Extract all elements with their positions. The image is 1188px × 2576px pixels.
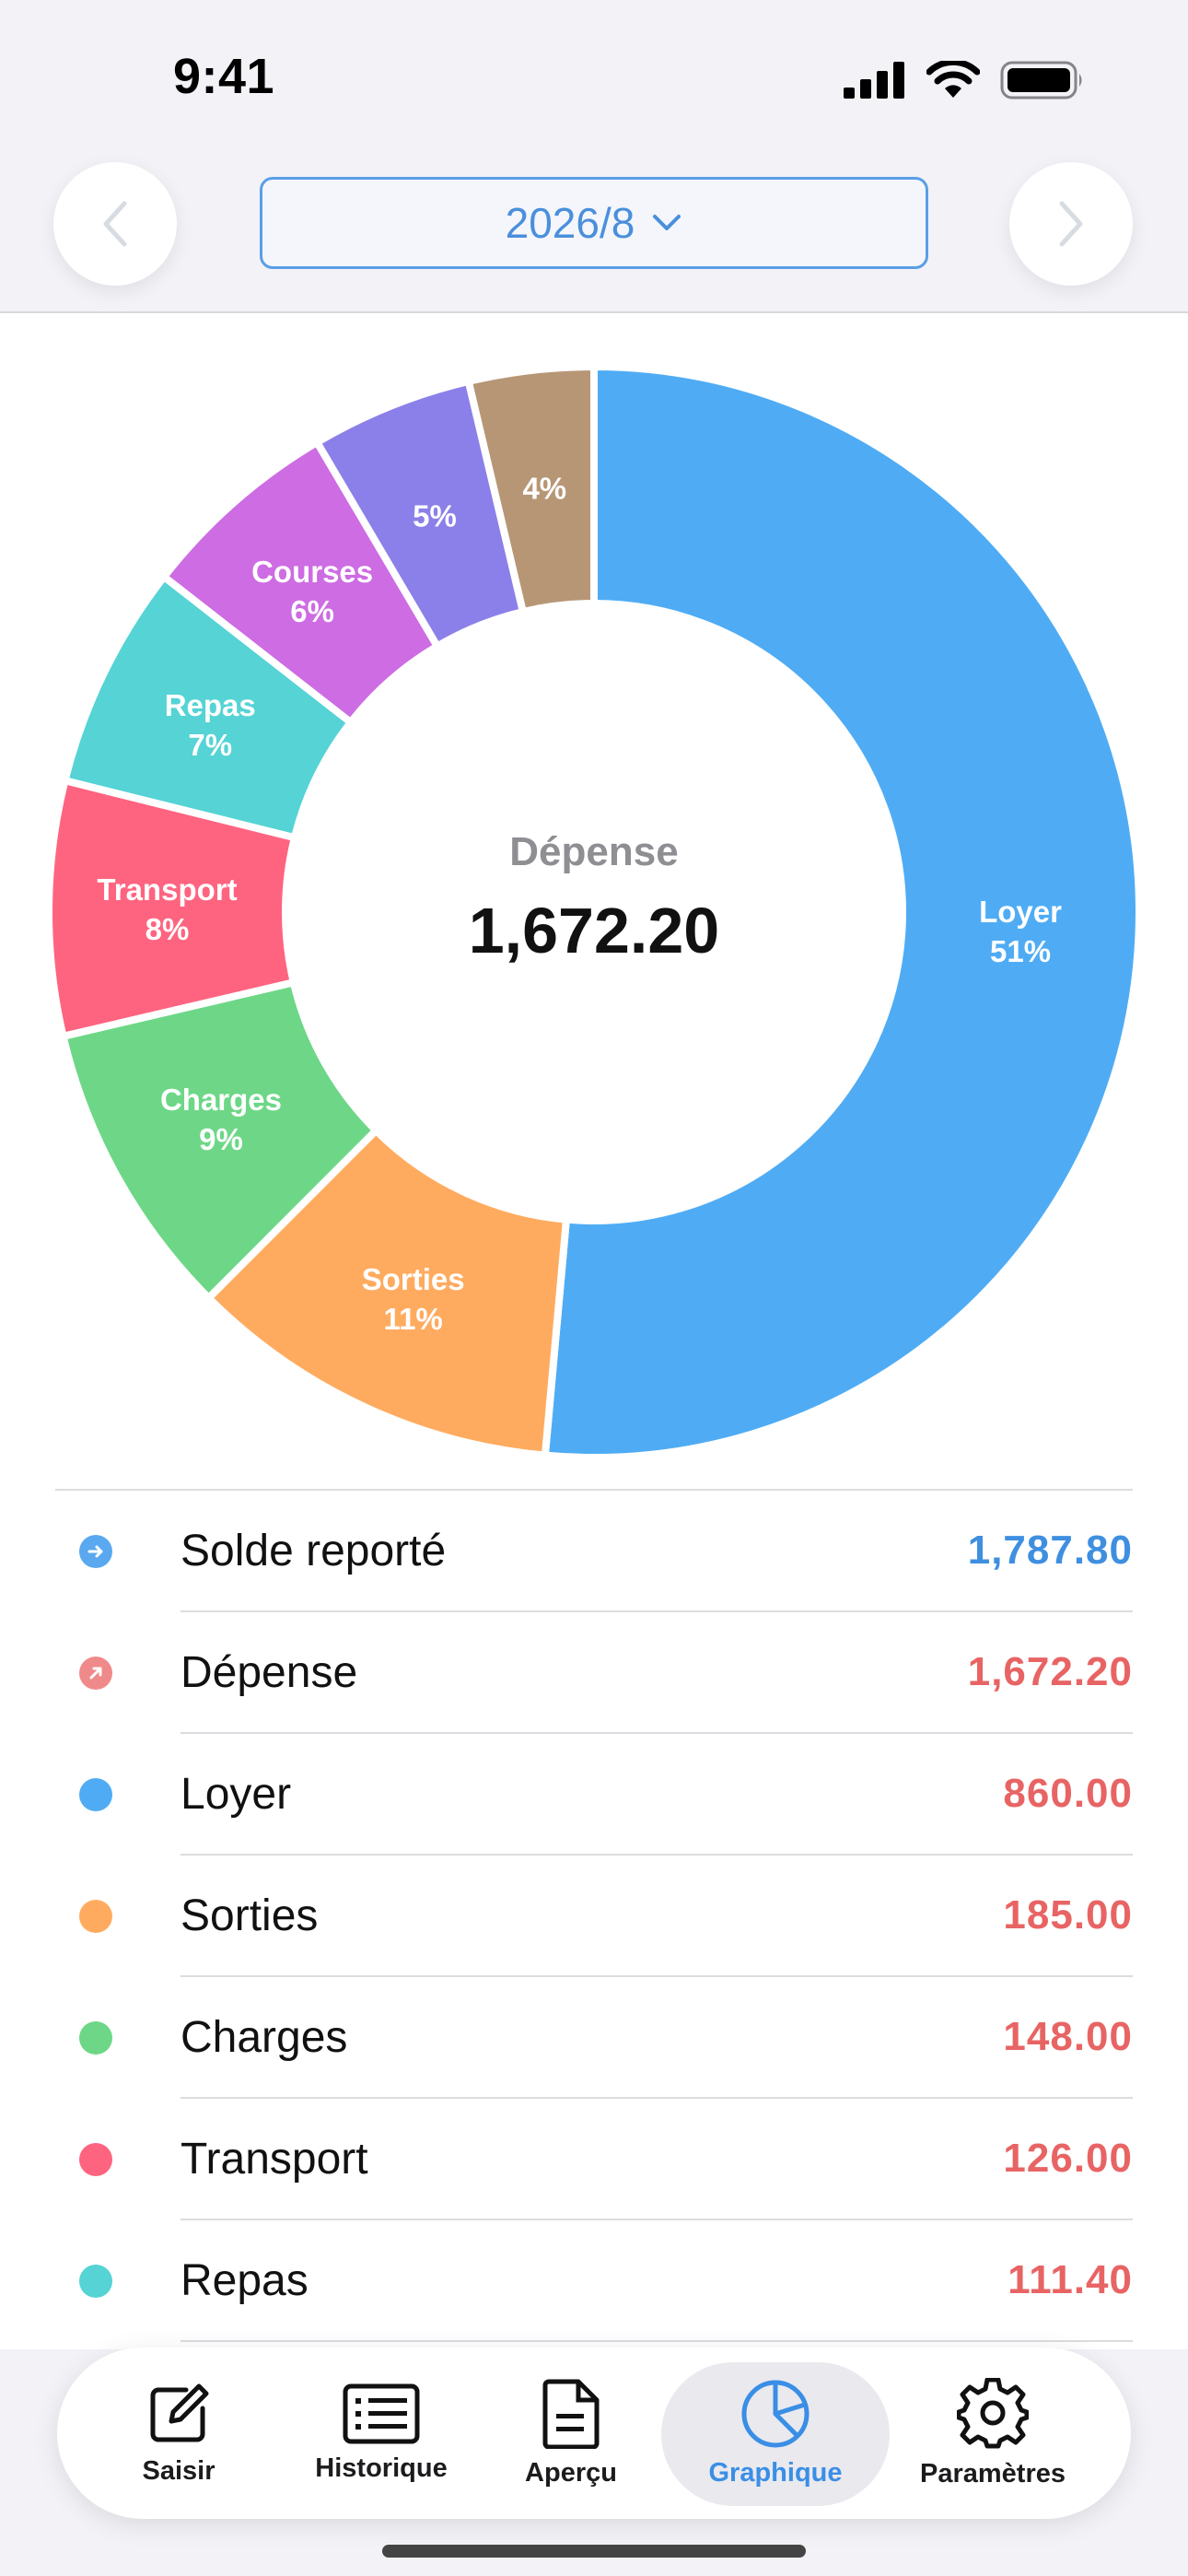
next-month-button[interactable] <box>1009 162 1133 286</box>
row-label: Solde reporté <box>181 1527 447 1575</box>
month-selector[interactable]: 2026/8 <box>260 177 928 269</box>
divider <box>181 2097 1133 2099</box>
battery-icon <box>1000 61 1082 100</box>
divider <box>181 1854 1133 1856</box>
slice-name: Charges <box>159 1083 283 1118</box>
row-label: Dépense <box>181 1648 358 1697</box>
month-label: 2026/8 <box>505 199 635 247</box>
list-icon <box>343 2383 420 2443</box>
divider <box>181 1732 1133 1734</box>
row-amount: 1,672.20 <box>967 1649 1133 1694</box>
tab-label: Aperçu <box>525 2457 617 2488</box>
divider <box>181 2340 1133 2342</box>
donut-slice-label: Loyer 51% <box>979 892 1062 971</box>
divider <box>55 1489 1133 1491</box>
row-label: Loyer <box>181 1770 292 1819</box>
wifi-icon <box>926 61 980 98</box>
donut-slice-label: Repas 7% <box>165 685 256 765</box>
tab-apercu[interactable]: Aperçu <box>497 2348 645 2519</box>
top-bar: 9:41 2026/8 <box>0 0 1188 313</box>
slice-percentage: 5% <box>413 498 457 533</box>
edit-icon <box>150 2383 209 2441</box>
donut-slice-label: 5% <box>413 496 457 535</box>
expense-donut-chart <box>0 315 1188 1458</box>
slice-name: Courses <box>251 554 374 589</box>
row-label: Transport <box>181 2135 368 2184</box>
tab-label: Historique <box>315 2453 448 2483</box>
status-icons <box>844 57 1085 103</box>
donut-svg <box>45 363 1144 1458</box>
tab-parametres[interactable]: Paramètres <box>901 2348 1085 2519</box>
row-amount: 111.40 <box>1007 2257 1133 2302</box>
summary-row-loyer[interactable]: Loyer 860.00 <box>0 1734 1188 1856</box>
tab-saisir[interactable]: Saisir <box>105 2348 252 2519</box>
slice-name: Repas <box>164 688 256 723</box>
row-label: Charges <box>181 2013 348 2062</box>
summary-row-transport[interactable]: Transport 126.00 <box>0 2099 1188 2220</box>
row-amount: 185.00 <box>1003 1892 1133 1938</box>
arrow-right-icon <box>79 1535 112 1568</box>
donut-slice-label: Sorties 11% <box>362 1259 465 1339</box>
cellular-signal-icon <box>844 62 904 99</box>
previous-month-button[interactable] <box>53 162 177 286</box>
document-icon <box>542 2379 600 2449</box>
tab-label: Saisir <box>142 2455 215 2486</box>
category-color-dot <box>79 1778 112 1811</box>
tab-label: Paramètres <box>920 2458 1066 2488</box>
category-color-dot <box>79 2021 112 2055</box>
divider <box>181 2219 1133 2220</box>
pie-chart-icon <box>741 2380 809 2447</box>
summary-row-sorties[interactable]: Sorties 185.00 <box>0 1856 1188 1977</box>
slice-percentage: 51% <box>990 933 1052 968</box>
slice-percentage: 6% <box>290 593 334 628</box>
donut-center-value: 1,672.20 <box>468 895 720 966</box>
summary-row-repas[interactable]: Repas 111.40 <box>0 2220 1188 2342</box>
row-label: Repas <box>181 2256 309 2305</box>
tab-label: Graphique <box>708 2457 843 2488</box>
slice-name: Sorties <box>361 1261 465 1296</box>
row-label: Sorties <box>181 1891 319 1940</box>
donut-slice-loyer[interactable] <box>541 363 1144 1458</box>
category-color-dot <box>79 1900 112 1933</box>
summary-row-solde-report-[interactable]: Solde reporté 1,787.80 <box>0 1491 1188 1612</box>
status-time: 9:41 <box>173 49 275 104</box>
tab-historique[interactable]: Historique <box>298 2348 464 2519</box>
donut-slice-label: Courses 6% <box>251 552 373 631</box>
slice-percentage: 11% <box>383 1301 443 1336</box>
category-color-dot <box>79 2143 112 2176</box>
summary-row-d-pense[interactable]: Dépense 1,672.20 <box>0 1612 1188 1734</box>
slice-percentage: 4% <box>522 471 567 506</box>
chevron-down-icon <box>653 215 681 230</box>
donut-slice-other-7[interactable] <box>464 363 598 615</box>
divider <box>181 1975 1133 1977</box>
donut-center-title: Dépense <box>509 829 679 874</box>
donut-slice-label: 4% <box>522 468 566 508</box>
summary-row-charges[interactable]: Charges 148.00 <box>0 1977 1188 2099</box>
arrow-up-right-icon <box>79 1657 112 1690</box>
donut-slice-label: Transport 8% <box>97 870 237 949</box>
slice-percentage: 8% <box>145 911 190 946</box>
tab-bar: Saisir Historique Aperçu Graphique <box>57 2348 1131 2519</box>
home-indicator <box>382 2545 806 2558</box>
donut-slice-label: Charges 9% <box>160 1080 282 1159</box>
row-amount: 148.00 <box>1003 2014 1133 2059</box>
slice-percentage: 9% <box>199 1122 243 1157</box>
chevron-right-icon <box>1059 201 1083 247</box>
gear-icon <box>957 2377 1029 2448</box>
slice-percentage: 7% <box>188 728 233 763</box>
row-amount: 1,787.80 <box>967 1528 1133 1573</box>
slice-name: Transport <box>97 872 238 907</box>
slice-name: Loyer <box>979 894 1062 929</box>
chevron-left-icon <box>103 201 127 247</box>
row-amount: 860.00 <box>1003 1771 1133 1816</box>
row-amount: 126.00 <box>1003 2136 1133 2181</box>
divider <box>181 1610 1133 1612</box>
category-color-dot <box>79 2265 112 2298</box>
tab-graphique[interactable]: Graphique <box>661 2348 890 2519</box>
